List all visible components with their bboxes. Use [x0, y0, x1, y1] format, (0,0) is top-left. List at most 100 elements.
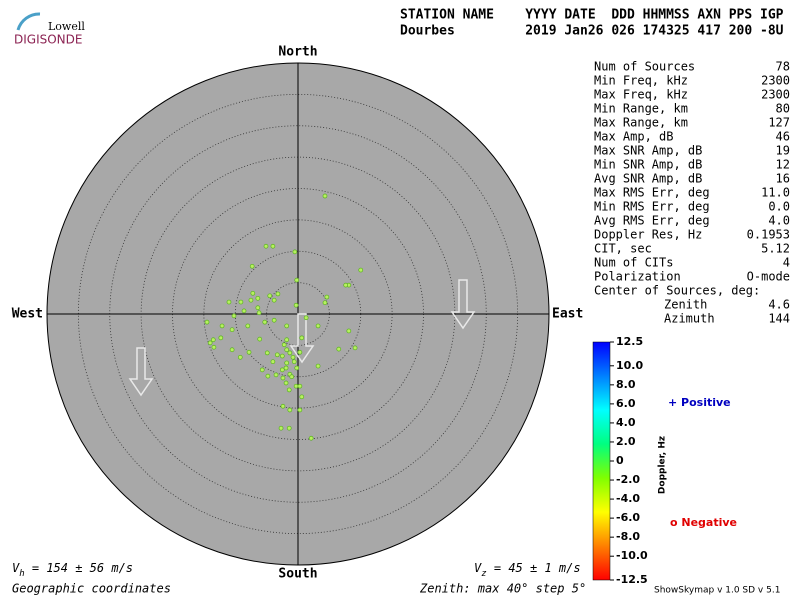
stat-label: CIT, sec [594, 242, 652, 256]
vz-label: Vz = 45 ± 1 m/s [474, 561, 581, 579]
source-point [322, 300, 328, 306]
stat-label: Max SNR Amp, dB [594, 144, 702, 158]
version-label: ShowSkymap v 1.0 SD v 5.1 [654, 586, 780, 596]
center-value: 144 [768, 312, 790, 326]
source-point [324, 294, 330, 300]
colorbar-tick-label: -8.0 [616, 530, 640, 543]
source-point [308, 435, 314, 441]
colorbar-tick-label: -2.0 [616, 473, 640, 486]
source-point [279, 367, 285, 373]
colorbar-tick-label: -10.0 [616, 549, 648, 562]
source-point [229, 347, 235, 353]
source-point [303, 315, 309, 321]
source-point [289, 374, 295, 380]
source-point [262, 319, 268, 325]
logo-swoosh [16, 12, 41, 31]
source-point [293, 383, 299, 389]
stat-value: 4 [783, 256, 790, 270]
source-point [299, 394, 305, 400]
stat-value: 16 [776, 172, 790, 186]
velocity-arrow [128, 347, 154, 397]
source-point [284, 347, 290, 353]
center-value: 4.6 [768, 298, 790, 312]
stat-label: Min SNR Amp, dB [594, 158, 702, 172]
east-label: East [552, 307, 583, 322]
logo-bottom: DIGISONDE [14, 33, 82, 47]
source-point [278, 425, 284, 431]
subscript: z [481, 569, 486, 579]
source-point [270, 243, 276, 249]
source-point [299, 335, 305, 341]
source-point [292, 249, 298, 255]
source-point [284, 323, 290, 329]
source-point [336, 346, 342, 352]
center-label: Azimuth [664, 312, 715, 326]
source-point [294, 365, 300, 371]
source-point [280, 375, 286, 381]
stat-label: Avg RMS Err, deg [594, 214, 710, 228]
source-point [204, 319, 210, 325]
stat-label: Min RMS Err, deg [594, 200, 710, 214]
colorbar-tick-label: 12.5 [616, 335, 643, 348]
source-point [219, 323, 225, 329]
zenith-label: Zenith: max 40° step 5° [419, 582, 586, 596]
source-point [226, 299, 232, 305]
stat-value: 19 [776, 144, 790, 158]
stat-label: Num of CITs [594, 256, 673, 270]
velocity-arrow [450, 279, 476, 330]
source-point [346, 328, 352, 334]
stat-label: Max RMS Err, deg [594, 186, 710, 200]
source-point [259, 367, 265, 373]
stat-label: Max Range, km [594, 116, 688, 130]
center-title: Center of Sources, deg: [594, 284, 760, 298]
source-point [287, 350, 293, 356]
source-point [237, 354, 243, 360]
source-point [297, 407, 303, 413]
source-point [291, 359, 297, 365]
stat-value: 12 [776, 158, 790, 172]
source-point [315, 363, 321, 369]
legend-positive: + Positive [668, 396, 731, 409]
stat-label: Max Amp, dB [594, 130, 673, 144]
logo-top: Lowell [48, 20, 85, 33]
coords-label: Geographic coordinates [12, 582, 171, 596]
colorbar-label: Doppler, Hz [658, 436, 668, 494]
source-point [255, 295, 261, 301]
source-point [248, 297, 254, 303]
source-point [267, 293, 273, 299]
stat-value: 0.0 [768, 200, 790, 214]
stat-label: Doppler Res, Hz [594, 228, 702, 242]
symbol: V [474, 561, 482, 575]
center-label: Zenith [664, 298, 707, 312]
stat-label: Min Freq, kHz [594, 74, 688, 88]
north-label: North [278, 45, 317, 60]
source-point [257, 336, 263, 342]
stat-label: Max Freq, kHz [594, 88, 688, 102]
stat-value: 2300 [761, 88, 790, 102]
colorbar-tick-label: 6.0 [616, 397, 636, 410]
source-point [270, 359, 276, 365]
stat-value: 5.12 [761, 242, 790, 256]
source-point [343, 282, 349, 288]
stat-value: 127 [768, 116, 790, 130]
source-point [263, 243, 269, 249]
source-point [290, 354, 296, 360]
stat-value: 11.0 [761, 186, 790, 200]
header-line: Dourbes 2019 Jan26 026 174325 417 200 -8… [400, 24, 784, 39]
source-point [352, 345, 358, 351]
source-point [273, 372, 279, 378]
subscript: h [19, 569, 24, 579]
source-point [218, 335, 224, 341]
source-point [286, 425, 292, 431]
stat-label: Avg SNR Amp, dB [594, 172, 702, 186]
source-point [279, 353, 285, 359]
source-point [322, 193, 328, 199]
source-point [274, 352, 280, 358]
colorbar-tick-label: -12.5 [616, 573, 648, 586]
colorbar [592, 341, 611, 581]
source-point [211, 344, 217, 350]
stat-value: 4.0 [768, 214, 790, 228]
stat-value: 46 [776, 130, 790, 144]
source-point [255, 305, 261, 311]
